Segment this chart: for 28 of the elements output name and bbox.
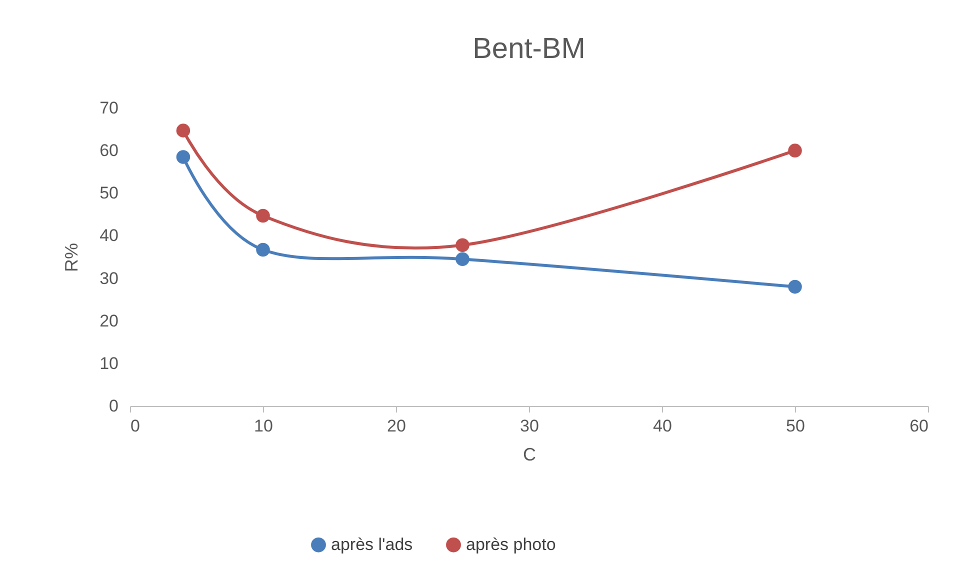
x-tick-label: 40 (653, 416, 672, 436)
y-axis-title: R% (62, 242, 82, 272)
y-tick-label: 20 (100, 311, 118, 330)
y-tick-label: 70 (100, 98, 118, 118)
x-tick-label: 20 (387, 416, 406, 436)
y-tick-label: 40 (100, 226, 118, 246)
point (176, 124, 190, 138)
y-tick-label: 50 (100, 184, 118, 203)
x-tick-label: 60 (910, 416, 928, 436)
point (456, 238, 470, 252)
x-tick-label: 0 (130, 416, 140, 436)
y-tick-label: 30 (100, 268, 118, 288)
chart-title: Bent-BM (472, 33, 586, 65)
y-tick-label: 0 (109, 396, 118, 416)
x-tick-label: 30 (520, 416, 539, 436)
point (788, 280, 802, 294)
x-tick-label: 10 (254, 416, 273, 436)
x-axis-title: C (523, 444, 536, 464)
y-tick-label: 10 (100, 354, 118, 373)
point (456, 252, 470, 266)
point (788, 144, 802, 158)
point (176, 150, 190, 164)
point (256, 242, 270, 257)
point (256, 208, 270, 223)
y-tick-label: 60 (100, 141, 118, 160)
x-tick-label: 50 (786, 416, 805, 436)
legend-label: après l'ads (331, 534, 413, 554)
legend-label: après photo (466, 534, 556, 554)
